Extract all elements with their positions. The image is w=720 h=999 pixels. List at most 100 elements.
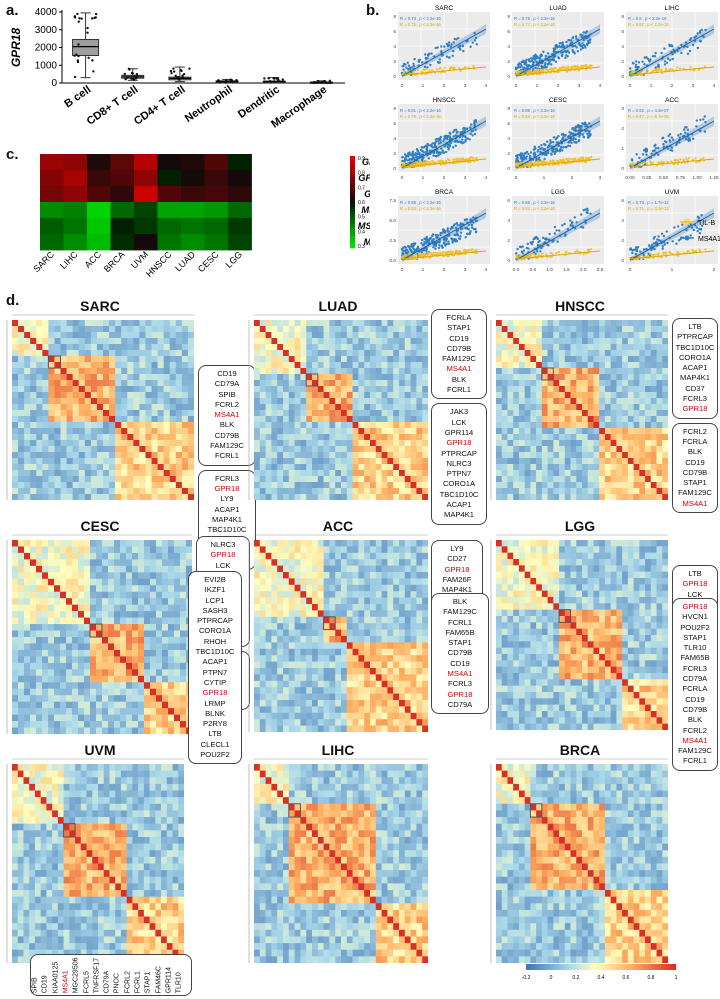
heat-cell [633, 332, 640, 339]
heat-cell [78, 458, 86, 465]
heat-cell [139, 356, 146, 363]
heat-cell [277, 392, 284, 399]
y-tick-label: 0 [393, 166, 396, 172]
point-ms4a1 [461, 227, 464, 230]
heat-cell [133, 410, 140, 417]
point-ms4a1 [406, 61, 409, 64]
heat-cell [133, 344, 140, 351]
heat-cell [633, 338, 640, 345]
heat-cell [254, 326, 261, 333]
heat-cell [387, 476, 394, 483]
heat-cell [358, 362, 365, 369]
point-ms4a1 [681, 223, 684, 226]
heat-cell [404, 398, 411, 405]
legend-label: TIL-B [698, 220, 715, 227]
stat-yellow: R = 0.77 , p < 2.2e-16 [514, 22, 555, 27]
heat-cell [48, 380, 55, 387]
heat-cell [404, 488, 411, 495]
heat-cell [288, 362, 295, 369]
heat-cell [66, 428, 73, 435]
heat-cell [387, 458, 394, 465]
point-ms4a1 [555, 46, 559, 49]
heat-cell [157, 404, 164, 411]
heat-cell [294, 338, 301, 345]
point-ms4a1 [668, 44, 672, 48]
x-tick-label: 2 [571, 175, 574, 181]
heat-cell [145, 446, 152, 453]
point-tilb [541, 68, 544, 72]
heat-cell [187, 470, 194, 477]
point-tilb [452, 162, 455, 165]
heat-cell [12, 434, 19, 441]
heat-cell [151, 350, 158, 357]
point-tilb [676, 162, 679, 165]
heat-cell [375, 374, 382, 381]
heat-cell [341, 422, 348, 429]
heat-cell [169, 482, 177, 489]
heat-cell [265, 440, 272, 447]
point-ms4a1 [661, 247, 664, 250]
heat-cell [78, 416, 86, 423]
heat-cell [381, 362, 388, 369]
heat-cell [352, 320, 359, 327]
heat-cell [84, 428, 92, 435]
point-ms4a1 [469, 123, 473, 126]
point-ms4a1 [445, 42, 449, 46]
scatter-title: ACC [665, 97, 679, 104]
heat-cell [375, 494, 382, 500]
heat-cell [329, 422, 336, 429]
heat-cell [103, 332, 110, 339]
heat-cell [410, 470, 417, 477]
heat-cell [271, 332, 278, 339]
heat-cell [30, 458, 37, 465]
heat-cell [346, 464, 353, 471]
heat-cell [78, 488, 86, 495]
heat-cell [399, 470, 406, 477]
point-ms4a1 [442, 140, 445, 143]
heat-cell [265, 416, 272, 423]
heat-cell [63, 170, 88, 187]
point-ms4a1 [526, 242, 529, 246]
heat-cell [60, 344, 67, 351]
heat-cell [306, 374, 313, 381]
point-ms4a1 [464, 140, 467, 143]
point-ms4a1 [566, 49, 569, 53]
heat-cell [416, 446, 423, 453]
point-tilb [542, 160, 545, 163]
heat-cell [352, 350, 359, 357]
heat-cell [181, 234, 205, 251]
point-ms4a1 [566, 144, 570, 147]
point-ms4a1 [578, 135, 581, 138]
point-ms4a1 [412, 64, 416, 68]
colorbar-segment [350, 188, 355, 191]
heat-cell [78, 398, 86, 405]
heat-cell [42, 338, 49, 345]
heat-cell [254, 476, 261, 483]
point-ms4a1 [425, 150, 429, 153]
heat-cell [422, 398, 428, 405]
colorbar-segment [350, 213, 355, 217]
heat-cell [352, 476, 359, 483]
heat-cell [18, 362, 25, 369]
heat-cell [175, 434, 183, 441]
heat-cell [288, 488, 295, 495]
heat-cell [60, 368, 67, 375]
heat-cell [341, 326, 348, 333]
point-ms4a1 [577, 129, 580, 133]
point-ms4a1 [444, 239, 448, 242]
point-tilb [516, 256, 519, 259]
heat-cell [54, 422, 61, 429]
heat-cell [151, 374, 158, 381]
point-ms4a1 [440, 45, 443, 48]
heat-cell [501, 320, 508, 327]
point-ms4a1 [685, 126, 688, 129]
stat-blue: R = 0.75 , p < 2.2e-16 [514, 16, 555, 21]
heat-cell [259, 350, 266, 357]
heat-cell [54, 320, 61, 327]
heat-cell [48, 410, 55, 417]
heat-cell [627, 326, 634, 333]
heat-cell [103, 326, 110, 333]
heat-cell [393, 368, 400, 375]
colorbar-segment [350, 195, 355, 198]
heat-cell [12, 326, 19, 333]
